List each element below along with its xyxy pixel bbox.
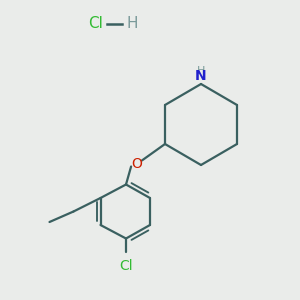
Text: Cl: Cl bbox=[119, 260, 133, 274]
Text: H: H bbox=[197, 67, 205, 76]
Text: N: N bbox=[195, 68, 207, 83]
Text: H: H bbox=[126, 16, 137, 32]
Text: O: O bbox=[131, 157, 142, 170]
Text: Cl: Cl bbox=[88, 16, 104, 32]
